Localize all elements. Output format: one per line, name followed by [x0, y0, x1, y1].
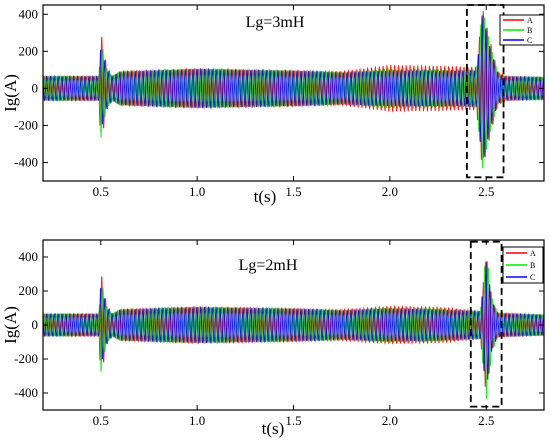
- y-tick-label: -400: [14, 385, 38, 400]
- series-A-line: [43, 11, 544, 161]
- x-tick-label: 2.0: [382, 184, 398, 199]
- x-axis-label: t(s): [262, 419, 285, 438]
- legend: ABC: [502, 246, 544, 284]
- legend-label-A: A: [527, 16, 533, 25]
- panel-bottom: 0.5 1.0 1.5 2.0 2.5 -400 -200 0 200 400 Lg=2mH t…: [1, 239, 545, 438]
- x-tick-label: 1.0: [189, 413, 205, 428]
- x-tick-label: 1.5: [285, 413, 301, 428]
- series-C-line: [43, 261, 544, 380]
- y-axis-label: Ig(A): [1, 74, 20, 112]
- y-tick-label: 400: [19, 6, 39, 21]
- x-tick-label: 0.5: [93, 413, 109, 428]
- x-axis-ticks: 0.5 1.0 1.5 2.0 2.5: [93, 240, 494, 428]
- legend-label-B: B: [527, 26, 532, 35]
- x-tick-label: 2.5: [478, 184, 494, 199]
- series-group: [43, 11, 544, 169]
- legend-label-C: C: [527, 36, 532, 45]
- legend-label-C: C: [530, 273, 535, 282]
- y-tick-label: 0: [32, 317, 39, 332]
- x-tick-label: 1.5: [285, 184, 301, 199]
- series-C-line: [43, 15, 544, 158]
- y-tick-label: -200: [14, 351, 38, 366]
- y-axis-ticks: -400 -200 0 200 400: [14, 6, 544, 169]
- x-tick-label: 2.5: [478, 413, 494, 428]
- panel-top: 0.5 1.0 1.5 2.0 2.5 -400 -200 0 200 400 Lg=3mH t…: [1, 4, 545, 206]
- y-tick-label: 200: [19, 283, 39, 298]
- panel-title: Lg=2mH: [239, 257, 298, 274]
- y-tick-label: -200: [14, 117, 38, 132]
- y-tick-label: 0: [32, 80, 39, 95]
- y-tick-label: 200: [19, 43, 39, 58]
- x-axis-label: t(s): [254, 187, 277, 206]
- x-axis-ticks: 0.5 1.0 1.5 2.0 2.5: [93, 5, 494, 199]
- y-axis-label: Ig(A): [1, 306, 20, 344]
- x-tick-label: 1.0: [189, 184, 205, 199]
- series-group: [43, 261, 544, 399]
- y-tick-label: -400: [14, 154, 38, 169]
- x-tick-label: 0.5: [93, 184, 109, 199]
- legend-label-A: A: [530, 249, 536, 258]
- highlight-box: [466, 4, 505, 179]
- panel-title: Lg=3mH: [246, 14, 305, 31]
- y-tick-label: 400: [19, 249, 39, 264]
- x-tick-label: 2.0: [382, 413, 398, 428]
- series-A-line: [43, 261, 544, 387]
- legend: ABC: [499, 14, 545, 46]
- legend-label-B: B: [530, 261, 535, 270]
- y-axis-ticks: -400 -200 0 200 400: [14, 249, 544, 400]
